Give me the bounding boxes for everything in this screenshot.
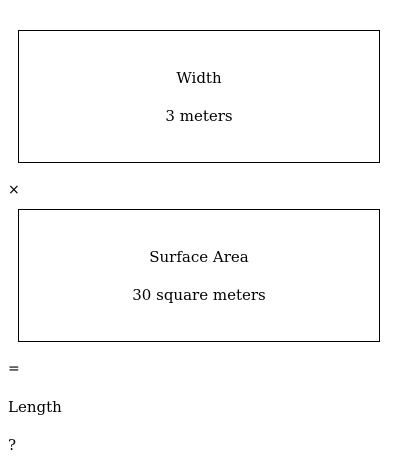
- width-box: Width 3 meters: [18, 30, 380, 163]
- length-value: ?: [8, 436, 17, 454]
- surface-area-value: 30 square meters: [132, 285, 266, 304]
- width-title: Width: [176, 68, 222, 87]
- multiply-operator: ×: [8, 182, 20, 198]
- length-label: Length: [8, 398, 62, 416]
- surface-area-title: Surface Area: [149, 247, 249, 266]
- width-value: 3 meters: [165, 106, 233, 125]
- equals-operator: =: [8, 361, 20, 377]
- surface-area-box: Surface Area 30 square meters: [18, 209, 380, 342]
